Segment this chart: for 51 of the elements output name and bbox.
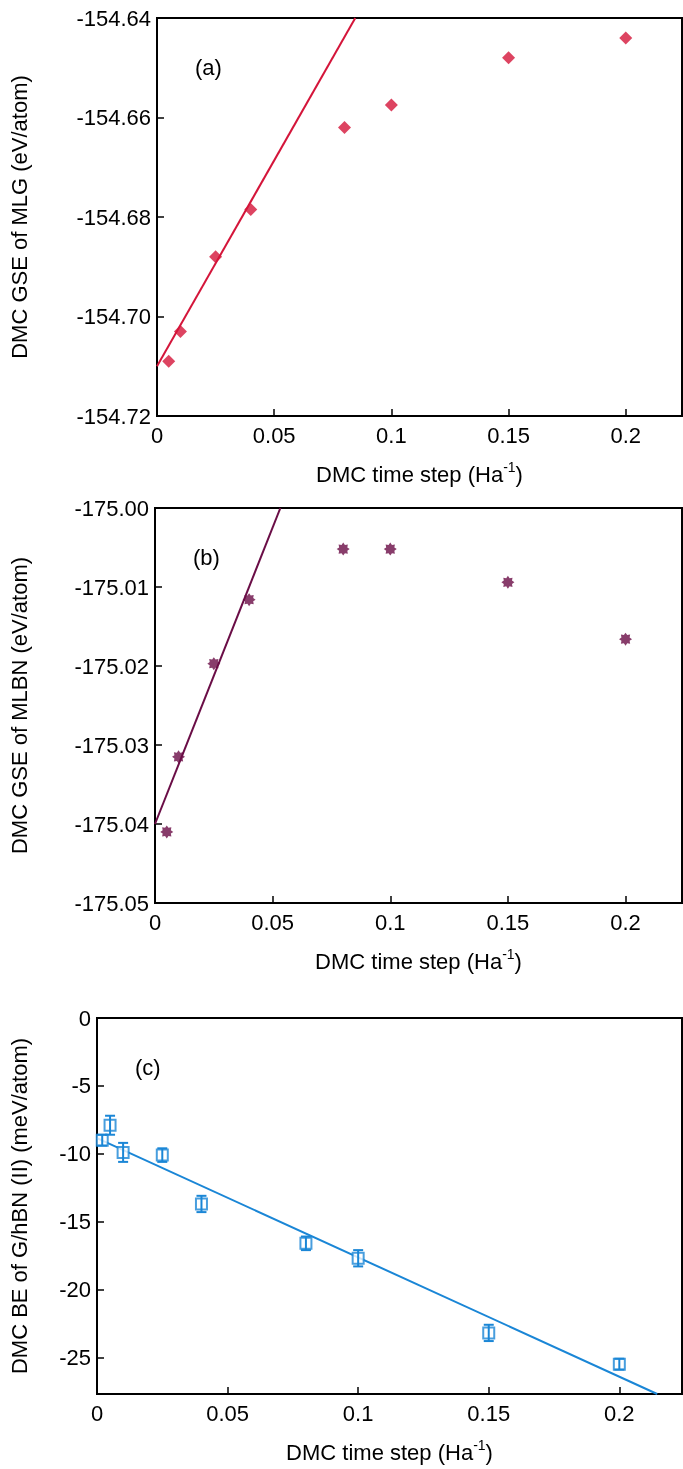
x-tick-label: 0.2 [610, 909, 641, 935]
point [384, 98, 398, 112]
point [207, 657, 221, 671]
y-tick-label: -5 [71, 1073, 91, 1099]
y-axis-title: DMC BE of G/hBN (II) (meV/atom) [6, 1037, 32, 1375]
y-tick-label: -25 [59, 1344, 91, 1370]
y-tick-label: -175.02 [74, 653, 149, 679]
point [242, 593, 256, 607]
x-tick-label: 0.15 [467, 1400, 511, 1426]
point [172, 750, 186, 764]
y-tick-label: -154.68 [76, 204, 151, 230]
annotation: (a) [195, 54, 222, 80]
x-tick-label: 0.2 [610, 422, 642, 448]
y-tick-label: -175.00 [74, 495, 149, 521]
y-tick-label: -20 [59, 1276, 91, 1302]
point [502, 51, 516, 65]
annotation: (c) [135, 1054, 161, 1080]
y-tick-label: -15 [59, 1209, 91, 1235]
point [209, 250, 223, 264]
point [383, 542, 397, 556]
x-tick-label: 0.1 [376, 422, 407, 448]
x-tick-label: 0.2 [604, 1400, 635, 1426]
y-tick-label: -154.66 [76, 105, 151, 130]
y-axis-title: DMC GSE of MLG (eV/atom) [6, 75, 32, 359]
point [173, 324, 187, 338]
x-tick-label: 0.05 [252, 422, 296, 448]
y-tick-label: -154.64 [76, 5, 151, 31]
y-tick-label: -175.04 [74, 811, 149, 837]
point [501, 575, 515, 589]
point [338, 120, 351, 134]
y-tick-label: -154.70 [76, 304, 151, 329]
x-tick-label: 0.05 [251, 909, 295, 935]
x-tick-label: 0.15 [486, 909, 530, 935]
x-tick-label: 0.1 [342, 1400, 374, 1426]
y-tick-label: -154.72 [76, 403, 151, 429]
point [336, 542, 350, 556]
y-axis-title: DMC GSE of MLBN (eV/atom) [6, 556, 32, 855]
annotation: (b) [193, 544, 220, 570]
y-tick-label: 0 [78, 1005, 91, 1031]
x-tick-label: 0.15 [487, 422, 530, 448]
point [160, 825, 174, 839]
y-tick-label: -175.05 [74, 890, 149, 916]
y-tick-label: -175.01 [74, 574, 149, 600]
x-tick-label: 0.1 [374, 909, 406, 935]
point [244, 203, 258, 217]
y-tick-label: -175.03 [74, 732, 149, 758]
y-tick-label: -10 [59, 1141, 91, 1167]
point [619, 31, 633, 45]
point [619, 632, 633, 646]
x-tick-label: 0.05 [206, 1400, 249, 1426]
point [162, 354, 176, 368]
